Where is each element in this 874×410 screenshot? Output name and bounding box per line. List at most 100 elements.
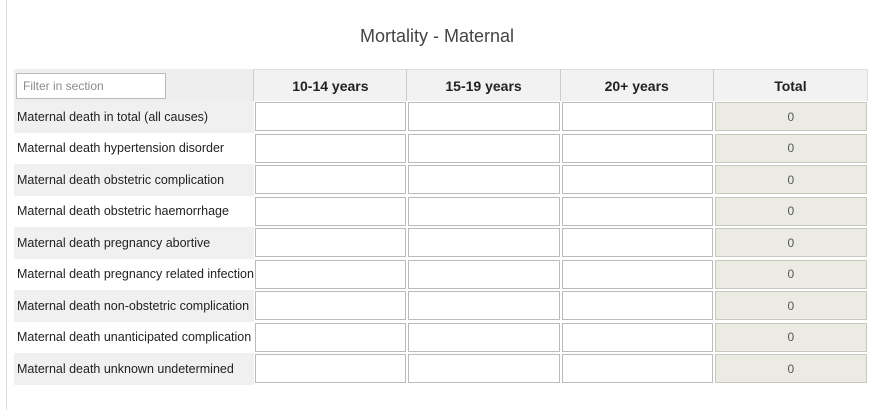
value-input-10-14-years[interactable]: [255, 259, 407, 289]
entry-cell: [254, 353, 407, 385]
value-input-10-14-years[interactable]: [255, 354, 407, 384]
value-input-15-19-years[interactable]: [408, 259, 560, 289]
header-row: 10-14 years 15-19 years 20+ years Total: [14, 69, 868, 101]
entry-cell: [407, 101, 560, 133]
table-row: Maternal death unanticipated complicatio…: [14, 321, 868, 354]
total-value: 0: [714, 354, 867, 384]
data-entry-table: 10-14 years 15-19 years 20+ years Total …: [14, 69, 868, 385]
value-input-10-14-years[interactable]: [255, 165, 407, 195]
total-value: 0: [714, 322, 867, 352]
entry-cell: [407, 133, 560, 165]
entry-cell: [561, 101, 714, 133]
entry-cell: [407, 322, 560, 354]
entry-cell: [561, 290, 714, 322]
table-row: Maternal death hypertension disorder 0: [14, 132, 868, 165]
total-value: 0: [714, 259, 867, 289]
value-input-15-19-years[interactable]: [408, 196, 560, 226]
total-cell: 0: [714, 322, 868, 354]
entry-cell: [407, 259, 560, 291]
row-label: Maternal death obstetric haemorrhage: [14, 195, 255, 227]
table-row: Maternal death unknown undetermined 0: [14, 353, 868, 385]
table-row: Maternal death obstetric haemorrhage 0: [14, 195, 868, 228]
value-input-20-plus-years[interactable]: [561, 322, 713, 352]
value-input-20-plus-years[interactable]: [561, 354, 713, 384]
total-cell: 0: [714, 101, 868, 133]
entry-cell: [561, 196, 714, 228]
column-header-total: Total: [713, 69, 868, 101]
value-input-20-plus-years[interactable]: [561, 259, 713, 289]
value-input-10-14-years[interactable]: [255, 322, 407, 352]
table-row: Maternal death in total (all causes) 0: [14, 101, 868, 133]
value-input-15-19-years[interactable]: [408, 228, 560, 258]
total-cell: 0: [714, 227, 868, 259]
entry-cell: [254, 196, 407, 228]
entry-cell: [561, 322, 714, 354]
value-input-20-plus-years[interactable]: [561, 165, 713, 195]
section-title: Mortality - Maternal: [359, 26, 515, 46]
table-row: Maternal death obstetric complication 0: [14, 164, 868, 196]
row-label: Maternal death unanticipated complicatio…: [14, 321, 255, 353]
filter-in-section-input[interactable]: [16, 72, 166, 99]
content-frame: [6, 0, 874, 410]
column-header-10-14-years: 10-14 years: [254, 69, 408, 101]
entry-cell: [407, 290, 560, 322]
total-value: 0: [714, 133, 867, 163]
value-input-15-19-years[interactable]: [408, 322, 560, 352]
total-cell: 0: [714, 196, 868, 228]
value-input-20-plus-years[interactable]: [561, 102, 713, 132]
value-input-20-plus-years[interactable]: [561, 228, 713, 258]
value-input-10-14-years[interactable]: [255, 102, 407, 132]
value-input-10-14-years[interactable]: [255, 291, 407, 321]
entry-cell: [561, 133, 714, 165]
entry-cell: [254, 164, 407, 196]
entry-cell: [561, 259, 714, 291]
row-label: Maternal death hypertension disorder: [14, 132, 255, 164]
entry-cell: [254, 227, 407, 259]
entry-cell: [561, 227, 714, 259]
entry-cell: [407, 196, 560, 228]
row-label: Maternal death unknown undetermined: [14, 353, 255, 385]
entry-cell: [254, 290, 407, 322]
entry-cell: [561, 353, 714, 385]
total-cell: 0: [714, 290, 868, 322]
entry-cell: [407, 164, 560, 196]
table-body: Maternal death in total (all causes) 0 Mat…: [14, 101, 868, 385]
total-value: 0: [714, 228, 867, 258]
total-value: 0: [714, 291, 867, 321]
value-input-20-plus-years[interactable]: [561, 196, 713, 226]
column-header-15-19-years: 15-19 years: [407, 69, 561, 101]
value-input-10-14-years[interactable]: [255, 133, 407, 163]
table-row: Maternal death pregnancy related infecti…: [14, 258, 868, 291]
total-cell: 0: [714, 353, 868, 385]
entry-cell: [254, 322, 407, 354]
value-input-15-19-years[interactable]: [408, 291, 560, 321]
row-label: Maternal death obstetric complication: [14, 164, 255, 196]
entry-cell: [254, 259, 407, 291]
row-label: Maternal death pregnancy abortive: [14, 227, 255, 259]
entry-cell: [254, 133, 407, 165]
row-label: Maternal death pregnancy related infecti…: [14, 258, 255, 290]
value-input-15-19-years[interactable]: [408, 354, 560, 384]
column-header-20-plus-years: 20+ years: [560, 69, 714, 101]
value-input-10-14-years[interactable]: [255, 228, 407, 258]
value-input-15-19-years[interactable]: [408, 102, 560, 132]
entry-cell: [254, 101, 407, 133]
value-input-10-14-years[interactable]: [255, 196, 407, 226]
row-label: Maternal death non-obstetric complicatio…: [14, 290, 255, 322]
value-input-20-plus-years[interactable]: [561, 291, 713, 321]
total-cell: 0: [714, 164, 868, 196]
total-cell: 0: [714, 133, 868, 165]
table-row: Maternal death non-obstetric complicatio…: [14, 290, 868, 322]
value-input-15-19-years[interactable]: [408, 133, 560, 163]
entry-cell: [561, 164, 714, 196]
entry-cell: [407, 353, 560, 385]
entry-cell: [407, 227, 560, 259]
table-row: Maternal death pregnancy abortive 0: [14, 227, 868, 259]
total-value: 0: [714, 102, 867, 132]
value-input-15-19-years[interactable]: [408, 165, 560, 195]
filter-cell: [14, 69, 255, 101]
total-cell: 0: [714, 259, 868, 291]
row-label: Maternal death in total (all causes): [14, 101, 255, 133]
total-value: 0: [714, 196, 867, 226]
value-input-20-plus-years[interactable]: [561, 133, 713, 163]
